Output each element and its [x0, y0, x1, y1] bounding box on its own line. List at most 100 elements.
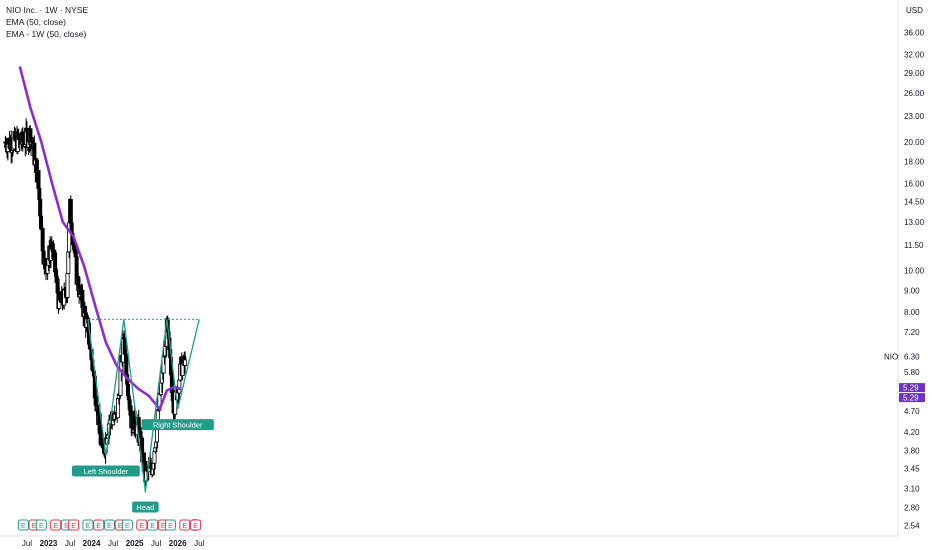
event-letter: E [168, 523, 173, 530]
right-shoulder-label-text: Right Shoulder [153, 421, 203, 430]
x-tick-label: Jul [65, 539, 75, 548]
event-letter: E [150, 523, 155, 530]
y-tick-label: 9.00 [904, 286, 920, 295]
y-tick-label: 26.00 [904, 89, 925, 98]
y-tick-label: 8.00 [904, 308, 920, 317]
event-marker: E [35, 519, 47, 531]
ema-price-tag-text: 5.29 [903, 384, 919, 393]
event-marker: E [136, 519, 148, 531]
x-tick-label: 2026 [169, 539, 187, 548]
y-tick-label: 13.00 [904, 218, 925, 227]
symbol-label: NIO [884, 353, 898, 362]
y-tick-label: 20.00 [904, 138, 925, 147]
event-box [68, 519, 80, 531]
candle-body [183, 359, 188, 366]
x-tick-label: Jul [22, 539, 32, 548]
event-letter: E [107, 523, 112, 530]
event-letter: E [96, 523, 101, 530]
x-tick-label: 2023 [40, 539, 58, 548]
event-letter: E [32, 523, 37, 530]
x-tick-label: Jul [194, 539, 204, 548]
event-marker: E [17, 519, 29, 531]
event-letter: E [39, 523, 44, 530]
event-letter: E [71, 523, 76, 530]
x-tick-label: Jul [108, 539, 118, 548]
event-marker: E [121, 519, 133, 531]
event-marker: E [50, 519, 62, 531]
right-shoulder-label-bg [141, 419, 214, 431]
event-marker: E [103, 519, 115, 531]
event-box [147, 519, 159, 531]
right-shoulder-label: Right Shoulder [141, 419, 214, 431]
event-box [103, 519, 115, 531]
y-tick-label: 4.70 [904, 407, 920, 416]
y-tick-label: 7.20 [904, 328, 920, 337]
event-letter: E [183, 523, 188, 530]
ema-price-tag [899, 393, 925, 403]
candle-body [65, 273, 70, 298]
y-tick-label: 5.80 [904, 368, 920, 377]
event-letter: E [86, 523, 91, 530]
y-tick-label: 11.50 [904, 241, 924, 250]
event-letter: E [193, 523, 198, 530]
event-letter: E [125, 523, 130, 530]
legend-title[interactable]: NIO Inc. · 1W · NYSE [6, 5, 89, 15]
head-label-bg [132, 501, 159, 513]
ema-line [18, 66, 182, 411]
event-box [136, 519, 148, 531]
head-label: Head [132, 501, 159, 513]
y-tick-label: 3.10 [904, 484, 920, 493]
left-shoulder-label-text: Left Shoulder [84, 467, 129, 476]
y-tick-label: 16.00 [904, 179, 925, 188]
x-tick-label: 2025 [126, 539, 144, 548]
left-shoulder-label: Left Shoulder [71, 465, 140, 477]
event-box [35, 519, 47, 531]
legend-ema-mtf[interactable]: EMA - 1W (50, close) [6, 29, 87, 39]
y-tick-label: 4.20 [904, 428, 920, 437]
event-box [190, 519, 202, 531]
y-tick-label: 32.00 [904, 51, 925, 60]
candle-body [43, 257, 48, 266]
legend-ema[interactable]: EMA (50, close) [6, 17, 66, 27]
candle-body [177, 379, 182, 394]
candle-body [36, 170, 41, 189]
event-marker: E [68, 519, 80, 531]
event-letter: E [118, 523, 123, 530]
x-tick-label: Jul [151, 539, 161, 548]
event-letter: E [161, 523, 166, 530]
y-tick-label: 2.54 [904, 521, 920, 530]
event-marker: E [190, 519, 202, 531]
ema-price-tag-text: 5.29 [903, 394, 919, 403]
y-tick-label: 29.00 [904, 69, 925, 78]
x-tick-label: 2024 [83, 539, 101, 548]
event-marker: E [82, 519, 94, 531]
y-tick-label: 10.00 [904, 267, 925, 276]
ema-price-tag [899, 383, 925, 393]
head-and-shoulders-pattern [87, 319, 200, 492]
y-tick-label: 14.50 [904, 198, 925, 207]
y-tick-label: 3.80 [904, 447, 920, 456]
event-letter: E [53, 523, 58, 530]
y-tick-label: 3.45 [904, 465, 920, 474]
chart-legend: NIO Inc. · 1W · NYSE EMA (50, close) EMA… [6, 4, 88, 40]
event-marker: E [147, 519, 159, 531]
y-tick-label: 23.00 [904, 112, 925, 121]
candles-group [3, 118, 188, 493]
candle-body [38, 199, 43, 217]
y-tick-label: 18.00 [904, 157, 925, 166]
currency-label: USD [906, 6, 923, 15]
event-marker: E [179, 519, 191, 531]
event-letter: E [21, 523, 26, 530]
event-box [93, 519, 105, 531]
event-box [50, 519, 62, 531]
y-tick-label: 36.00 [904, 29, 925, 38]
event-box [82, 519, 94, 531]
event-letter: E [139, 523, 144, 530]
left-shoulder-label-bg [71, 465, 140, 477]
event-box [164, 519, 176, 531]
event-marker: E [164, 519, 176, 531]
event-box [17, 519, 29, 531]
head-label-text: Head [136, 503, 154, 512]
